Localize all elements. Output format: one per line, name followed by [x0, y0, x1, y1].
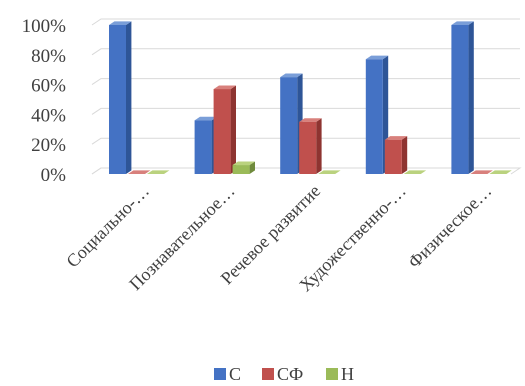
- x-tick-label: Социально-…: [62, 181, 153, 272]
- legend-label: С: [229, 364, 241, 384]
- bar: [147, 170, 170, 174]
- y-tick-label: 20%: [31, 135, 66, 156]
- bar: [299, 118, 322, 174]
- x-axis: Социально-…Познавательное…Речевое развит…: [62, 181, 495, 296]
- y-tick-label: 100%: [22, 16, 67, 37]
- bar: [451, 21, 474, 175]
- y-tick-label: 0%: [41, 165, 67, 186]
- legend: С СФ Н: [214, 364, 354, 384]
- bars: [109, 21, 512, 175]
- bar: [213, 85, 236, 174]
- bar: [318, 170, 341, 174]
- y-axis: 0% 20% 40% 60% 80% 100%: [22, 16, 67, 186]
- y-tick-label: 60%: [31, 76, 66, 97]
- y-tick-label: 80%: [31, 46, 66, 67]
- bar: [232, 161, 255, 174]
- x-tick-label: Физическое…: [404, 181, 495, 272]
- bar: [403, 170, 427, 174]
- gridline: [91, 18, 520, 26]
- legend-label: Н: [341, 364, 354, 384]
- bar: [470, 170, 493, 174]
- legend-swatch: [214, 368, 226, 380]
- gridlines: [91, 18, 522, 175]
- bar: [128, 170, 151, 174]
- gridline: [91, 48, 520, 56]
- legend-item: С: [214, 364, 241, 384]
- bar: [109, 21, 132, 175]
- legend-swatch: [326, 368, 338, 380]
- legend-item: СФ: [262, 364, 303, 384]
- legend-swatch: [262, 368, 274, 380]
- bar: [489, 170, 512, 174]
- bar: [384, 136, 408, 174]
- legend-item: Н: [326, 364, 354, 384]
- legend-label: СФ: [277, 364, 303, 384]
- bar: [365, 55, 389, 174]
- y-tick-label: 40%: [31, 105, 66, 126]
